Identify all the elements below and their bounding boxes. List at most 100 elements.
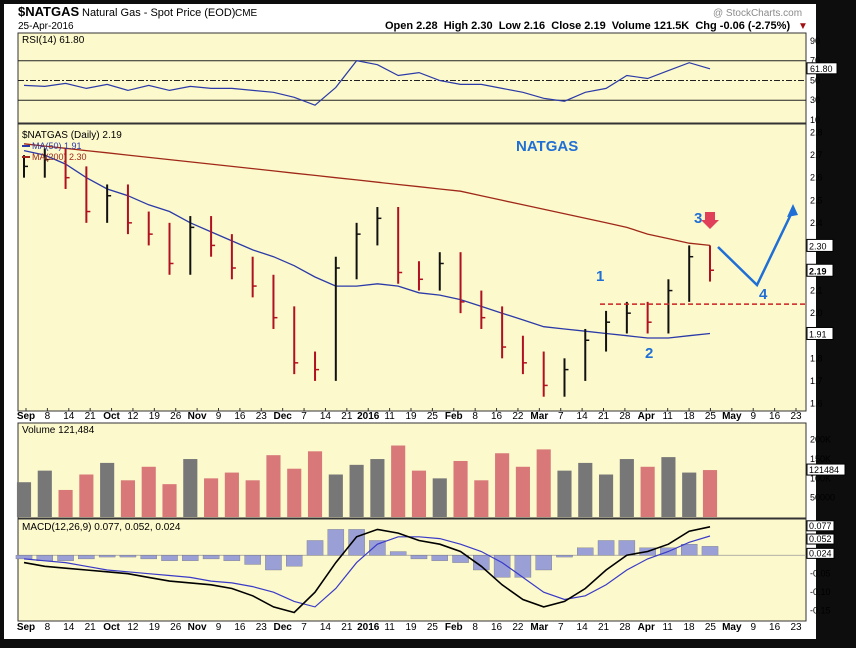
volume-bar <box>100 462 115 517</box>
x-tick-label-lower: Dec <box>273 622 292 633</box>
volume-layer: 200K 150K 100K 50000 121484 <box>16 435 846 517</box>
x-tick-label-upper: Oct <box>103 411 120 422</box>
price-tick-label: 2.1 <box>810 286 823 296</box>
volume-value-label: 121484 <box>809 465 839 475</box>
ma50-line <box>23 149 711 339</box>
macd-histogram-bar <box>57 555 74 561</box>
x-tick-label-lower: Mar <box>530 622 548 633</box>
x-tick-label-lower: 19 <box>405 622 417 633</box>
x-tick-label-lower: Oct <box>103 622 120 633</box>
x-tick-label-lower: Feb <box>445 622 463 633</box>
price-value-label: 2.19 <box>809 266 827 276</box>
volume-bar <box>79 474 94 517</box>
macd-value-box <box>806 547 835 559</box>
x-tick-label-upper: Apr <box>638 411 655 422</box>
price-panel <box>17 123 807 412</box>
price-tick-label: 1.6 <box>810 398 823 408</box>
macd-histogram-bar <box>223 555 241 561</box>
ma200-legend: MA(200) 2.30 <box>32 152 87 162</box>
x-tick-label-upper: 16 <box>491 411 503 422</box>
price-tick-label: 2.4 <box>810 218 823 228</box>
macd-histogram-bar <box>15 555 33 560</box>
macd-tick-label: -0.15 <box>810 606 831 616</box>
volume-bar <box>204 478 219 517</box>
x-tick-label-lower: 23 <box>790 622 802 633</box>
macd-histogram-bar <box>202 555 220 560</box>
price-value-label: 2.30 <box>809 241 827 251</box>
x-tick-label-lower: Sep <box>17 622 35 633</box>
macd-histogram-bar <box>348 529 365 556</box>
rsi-tick-label: 30 <box>810 95 820 105</box>
x-tick-label-upper: 14 <box>320 411 332 422</box>
macd-histogram-bar <box>244 555 261 565</box>
price-tick-label: 1.8 <box>810 353 823 363</box>
x-tick-label-lower: 23 <box>256 622 268 633</box>
x-tick-label-upper: 26 <box>170 411 182 422</box>
macd-line <box>23 526 711 614</box>
chart-date: 25-Apr-2016 <box>18 21 74 32</box>
price-tick-label: 2.0 <box>810 308 823 318</box>
volume-bar <box>162 484 177 517</box>
volume-bar <box>16 482 32 517</box>
macd-histogram-bar <box>535 555 552 571</box>
x-tick-label-upper: 14 <box>63 411 75 422</box>
volume-bar <box>307 451 323 517</box>
volume-bar <box>58 489 73 517</box>
macd-signal-line <box>23 535 711 608</box>
volume-bar <box>702 470 718 517</box>
x-tick-label-upper: 25 <box>427 411 439 422</box>
volume-bar <box>245 480 260 517</box>
price-layer: 2.82.72.62.52.42.32.22.12.01.91.81.71.62… <box>23 128 834 408</box>
volume-bar <box>495 453 510 517</box>
x-tick-label-upper: 7 <box>558 411 564 422</box>
rsi-tick-label: 90 <box>810 36 820 46</box>
volume-bar <box>515 466 530 517</box>
macd-panel <box>17 518 807 622</box>
volume-value-box <box>806 463 846 476</box>
volume-bar <box>557 470 572 517</box>
macd-tick-label: -0.05 <box>810 569 831 579</box>
x-tick-label-upper: 22 <box>512 411 524 422</box>
macd-value-label: 0.077 <box>809 521 832 531</box>
volume-bar <box>432 478 447 517</box>
x-tick-label-lower: 21 <box>341 622 353 633</box>
macd-histogram-bar <box>119 555 137 558</box>
volume-bar <box>224 472 239 517</box>
x-tick-label-upper: Feb <box>445 411 463 422</box>
ma50-legend: MA(50) 1.91 <box>32 141 82 151</box>
price-tick-label: 2.5 <box>810 195 823 205</box>
macd-value-label: 0.024 <box>809 548 832 558</box>
volume-bar <box>619 459 634 517</box>
rsi-legend: RSI(14) 61.80 <box>22 35 85 46</box>
macd-histogram-bar <box>556 555 573 558</box>
sell-arrow-icon <box>701 212 719 229</box>
x-tick-label-upper: 21 <box>598 411 610 422</box>
wave-label-4: 4 <box>759 286 768 303</box>
volume-bar <box>370 459 385 517</box>
macd-histogram-bar <box>473 555 490 571</box>
volume-bar <box>391 445 406 517</box>
volume-bar <box>536 449 551 517</box>
macd-histogram-bar <box>389 551 407 556</box>
x-tick-label-lower: 9 <box>216 622 222 633</box>
x-tick-label-lower: 21 <box>85 622 97 633</box>
x-tick-label-lower: 8 <box>472 622 478 633</box>
volume-bar <box>661 457 676 517</box>
x-tick-label-lower: 8 <box>45 622 51 633</box>
macd-value-label: 0.052 <box>809 534 832 544</box>
x-tick-label-lower: 26 <box>170 622 182 633</box>
dropdown-arrow-icon[interactable]: ▼ <box>798 21 808 32</box>
exchange-label: CME <box>235 8 258 19</box>
volume-tick-label: 150K <box>810 454 831 464</box>
macd-histogram-bar <box>98 555 116 558</box>
macd-histogram-bar <box>182 555 199 561</box>
x-tick-label-lower: 9 <box>750 622 756 633</box>
x-tick-label-upper: 21 <box>341 411 353 422</box>
rsi-tick-label: 50 <box>810 75 820 85</box>
wave-label-2: 2 <box>645 345 653 362</box>
x-tick-label-lower: 14 <box>63 622 75 633</box>
volume-bar <box>682 472 697 517</box>
x-tick-label-upper: 28 <box>619 411 631 422</box>
volume-bar <box>474 480 489 517</box>
